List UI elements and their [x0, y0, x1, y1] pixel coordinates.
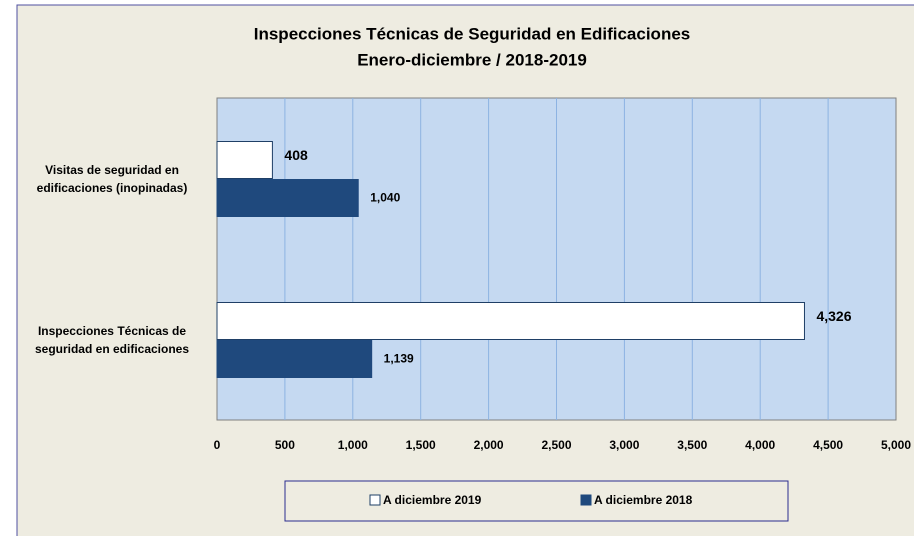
x-tick-label: 0 — [214, 438, 221, 452]
legend-swatch — [580, 494, 592, 506]
x-tick-label: 2,500 — [541, 438, 571, 452]
x-tick-label: 3,000 — [609, 438, 639, 452]
data-label: 1,040 — [370, 191, 400, 205]
legend — [284, 480, 789, 522]
data-label: 408 — [284, 147, 308, 163]
chart-title: Inspecciones Técnicas de Seguridad en Ed… — [254, 24, 691, 43]
x-tick-label: 4,500 — [813, 438, 843, 452]
chart-subtitle: Enero-diciembre / 2018-2019 — [357, 50, 587, 69]
x-tick-label: 4,000 — [745, 438, 775, 452]
x-tick-label: 3,500 — [677, 438, 707, 452]
x-tick-label: 2,000 — [474, 438, 504, 452]
x-tick-label: 1,500 — [406, 438, 436, 452]
bar — [216, 340, 373, 378]
data-label: 4,326 — [816, 308, 851, 324]
data-label: 1,139 — [384, 352, 414, 366]
bar — [216, 302, 805, 340]
y-tick-label: Visitas de seguridad en edificaciones (i… — [36, 162, 188, 195]
legend-label: A diciembre 2019 — [383, 493, 482, 507]
bar — [216, 141, 273, 179]
x-tick-label: 500 — [275, 438, 295, 452]
y-tick-label: Inspecciones Técnicas de seguridad en ed… — [34, 323, 190, 356]
x-tick-label: 1,000 — [338, 438, 368, 452]
x-tick-label: 5,000 — [881, 438, 911, 452]
bar — [216, 179, 359, 217]
legend-swatch — [369, 494, 381, 506]
legend-label: A diciembre 2018 — [594, 493, 693, 507]
